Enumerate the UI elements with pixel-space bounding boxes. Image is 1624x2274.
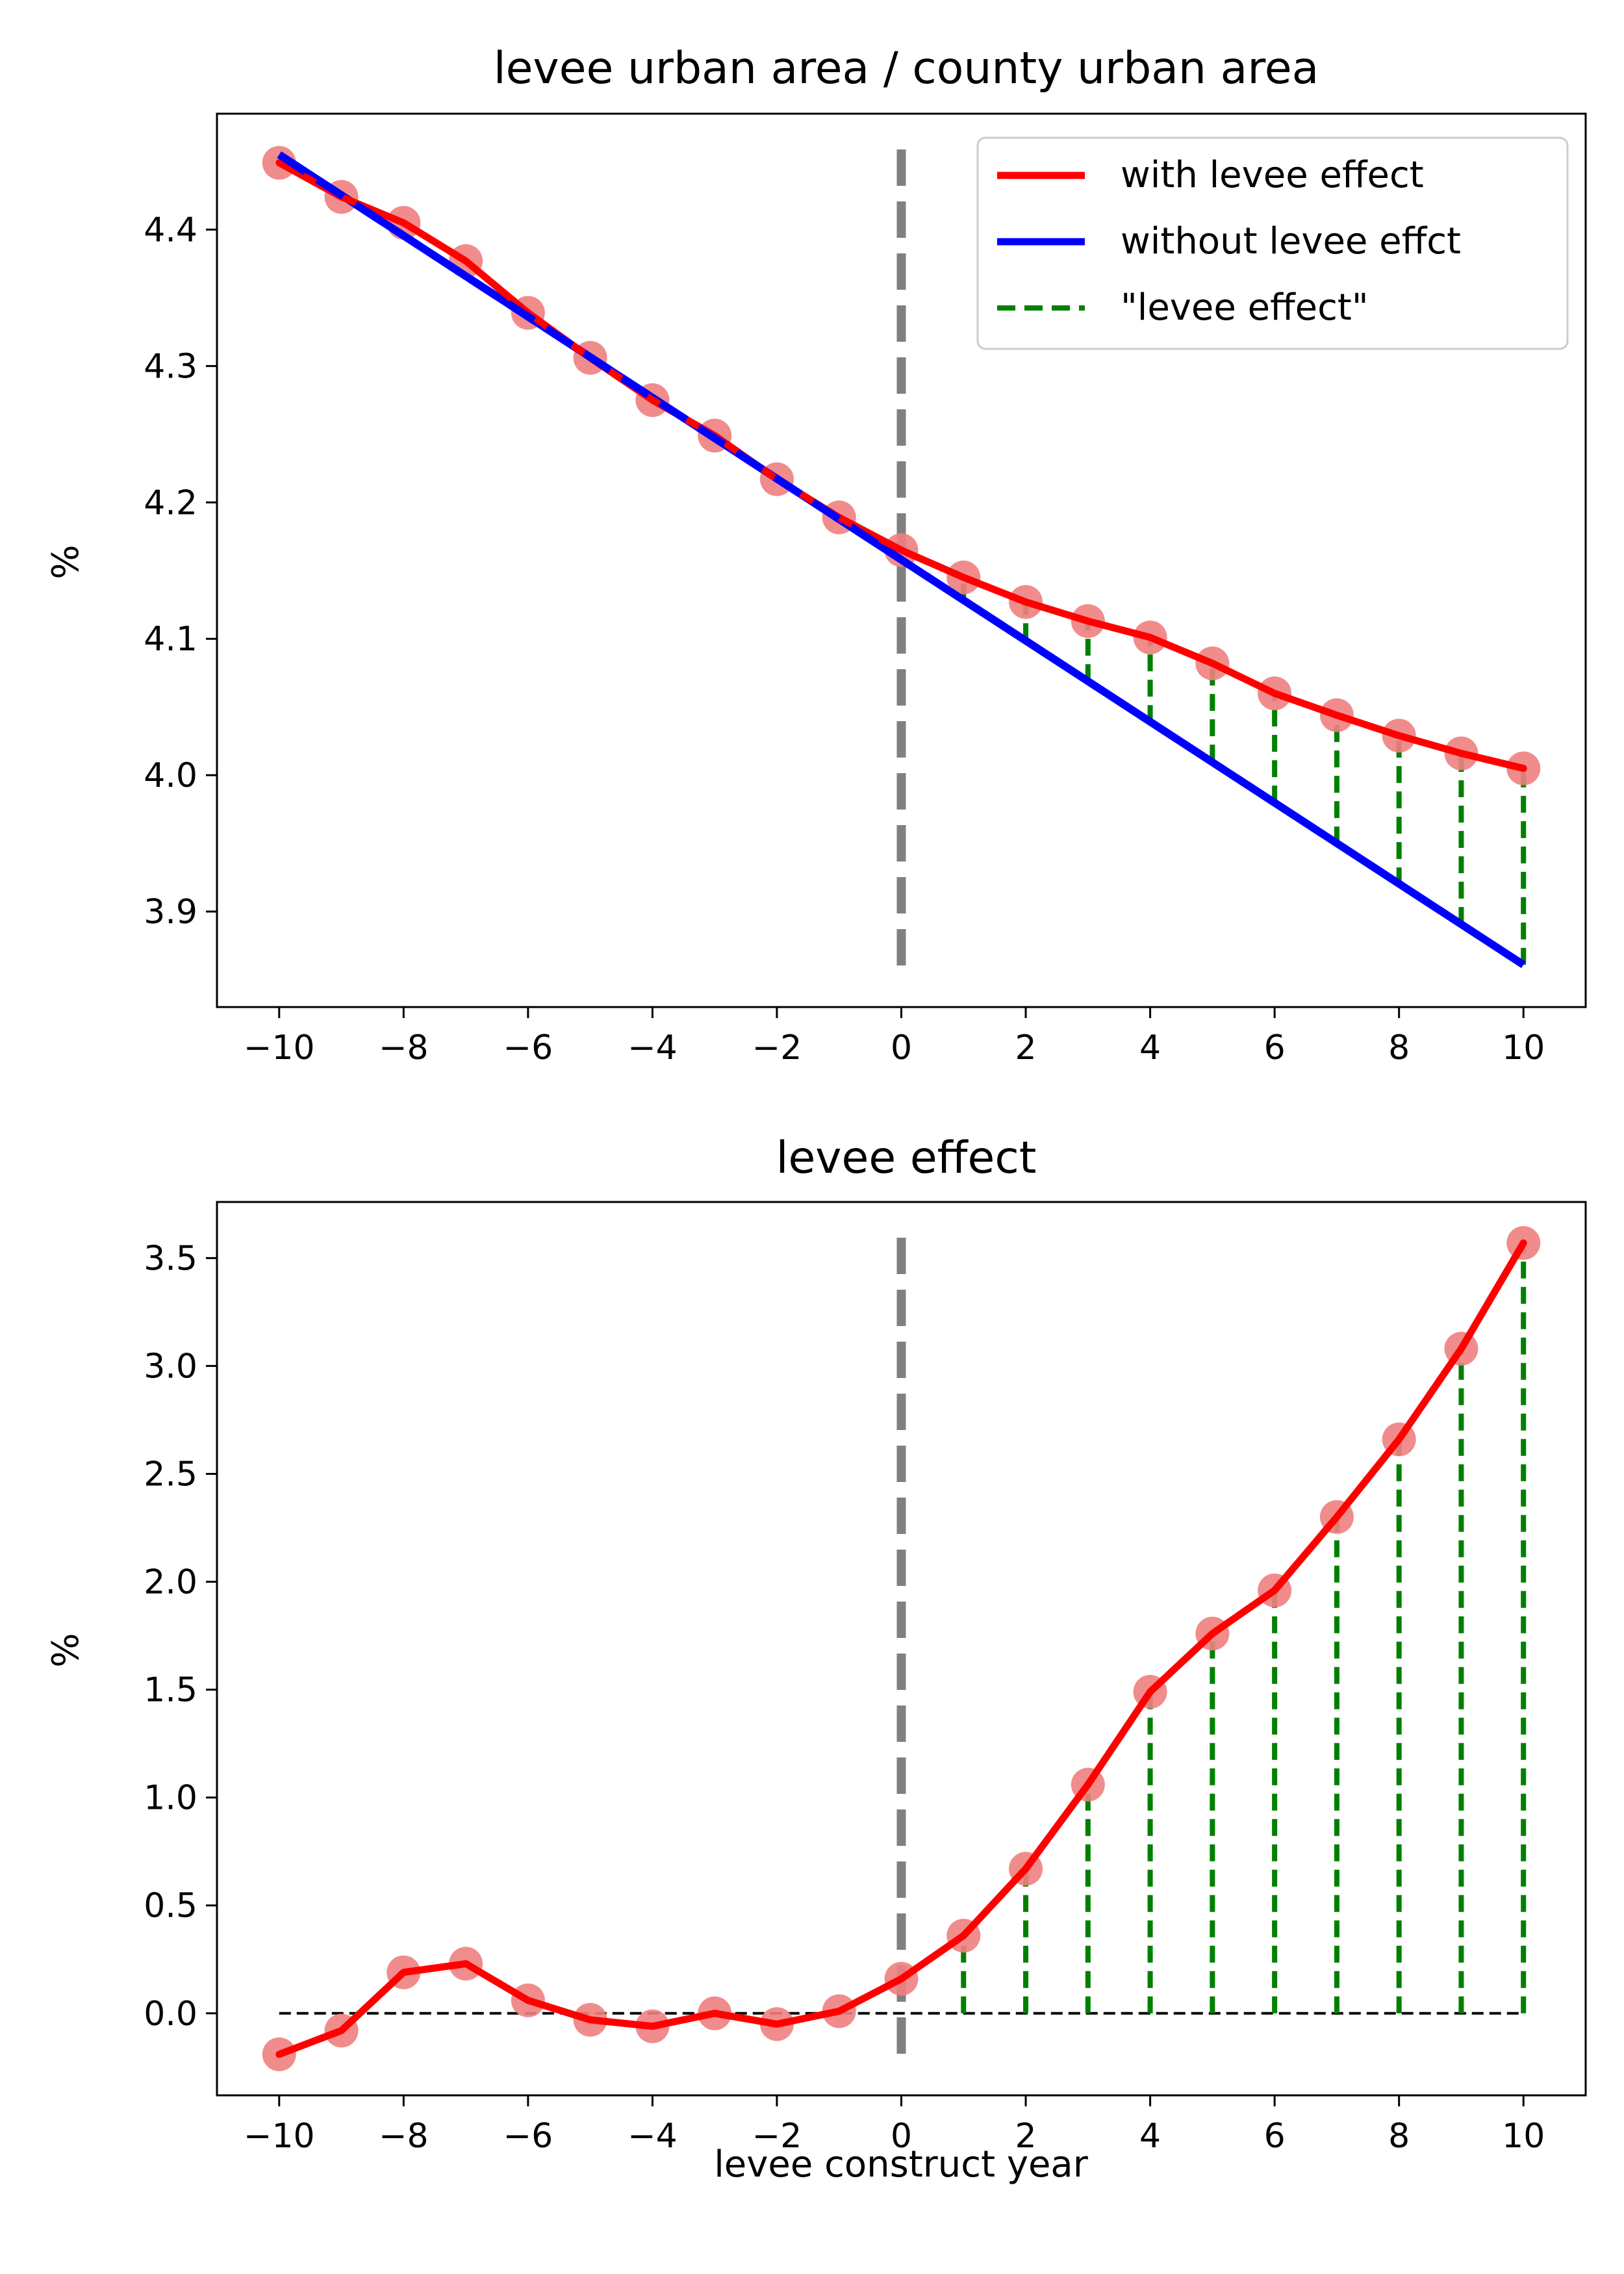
bottom-chart-y-tick-label: 0.5 [144,1887,197,1926]
bottom-chart-frame [216,1201,1587,2097]
top-chart-plot-area [262,146,1541,968]
top-chart-x-tick-label: 10 [1502,1028,1545,1067]
top-chart-x-tick-label: −10 [244,1028,315,1067]
top-chart-x-tick-label: −4 [628,1028,678,1067]
bottom-chart-x-tick-label: 10 [1502,2117,1545,2156]
top-chart-ticks: −10 −8 −6 −4 −2 0 2 4 6 8 10 3.9 4.0 4.1 4.2 4.3 4.4 [144,211,1545,1067]
bottom-chart-title: levee effect [776,1132,1037,1184]
bottom-chart-x-tick-label: −10 [244,2117,315,2156]
bottom-chart-y-tick-label: 0.0 [144,1995,197,2034]
bottom-chart-x-axis-label: levee construct year [714,2143,1089,2186]
legend-label-with-levee: with levee effect [1121,154,1424,196]
top-chart-x-tick-label: 4 [1139,1028,1161,1067]
bottom-chart-y-axis-label: % [45,1633,87,1667]
top-chart-x-tick-label: 8 [1388,1028,1410,1067]
bottom-chart-x-tick-label: −8 [379,2117,429,2156]
top-chart-x-tick-label: 6 [1264,1028,1286,1067]
bottom-chart-x-tick-label: −4 [628,2117,678,2156]
top-chart-x-tick-label: 0 [891,1028,912,1067]
top-chart-y-tick-label: 4.3 [144,347,197,386]
legend-label-levee-effect: "levee effect" [1121,287,1369,329]
bottom-chart-x-tick-label: 6 [1264,2117,1286,2156]
bottom-chart-y-tick-label: 2.5 [144,1455,197,1494]
top-chart-y-tick-label: 3.9 [144,893,197,932]
bottom-chart-x-tick-label: 2 [1015,2117,1036,2156]
bottom-chart-y-tick-label: 2.0 [144,1563,197,1602]
top-chart-x-tick-label: −2 [752,1028,802,1067]
bottom-chart-x-tick-label: 8 [1388,2117,1410,2156]
bottom-chart-x-tick-label: −2 [752,2117,802,2156]
bottom-chart-x-tick-label: 0 [891,2117,912,2156]
legend: with levee effect without levee effct "l… [976,136,1569,350]
legend-label-without-levee: without levee effct [1121,220,1461,262]
top-chart-x-tick-label: −8 [379,1028,429,1067]
levee-effect-line [275,1239,1527,2058]
top-chart-y-tick-label: 4.4 [144,211,197,249]
top-chart-frame [216,112,1587,1008]
top-chart-y-tick-label: 4.2 [144,483,197,522]
top-chart-x-tick-label: −6 [503,1028,553,1067]
with-levee-effect-line [275,159,1527,773]
legend-box [976,136,1569,350]
top-chart-y-tick-label: 4.1 [144,620,197,659]
bottom-chart-x-tick-label: 4 [1139,2117,1161,2156]
bottom-chart-y-tick-label: 1.0 [144,1779,197,1818]
bottom-chart-y-tick-label: 3.0 [144,1347,197,1386]
bottom-chart-y-tick-label: 1.5 [144,1671,197,1710]
top-chart-y-axis-label: % [45,544,87,579]
top-chart-x-tick-label: 2 [1015,1028,1036,1067]
bottom-chart-x-tick-label: −6 [503,2117,553,2156]
bottom-chart-plot-area [262,1226,1541,2071]
without-levee-effect-dashed-overlay [277,151,904,563]
bottom-chart-y-tick-label: 3.5 [144,1239,197,1278]
top-chart-title: levee urban area / county urban area [494,43,1319,94]
top-chart-y-tick-label: 4.0 [144,756,197,795]
top-chart-panel: levee urban area / county urban area % −… [45,43,1587,1067]
bottom-chart-ticks: −10 −8 −6 −4 −2 0 2 4 6 8 10 0.0 0.5 1.0 1.5 2.0 2.5 3.0 3… [144,1239,1545,2156]
bottom-chart-panel: levee effect % levee construct year −10−… [45,1132,1587,2186]
